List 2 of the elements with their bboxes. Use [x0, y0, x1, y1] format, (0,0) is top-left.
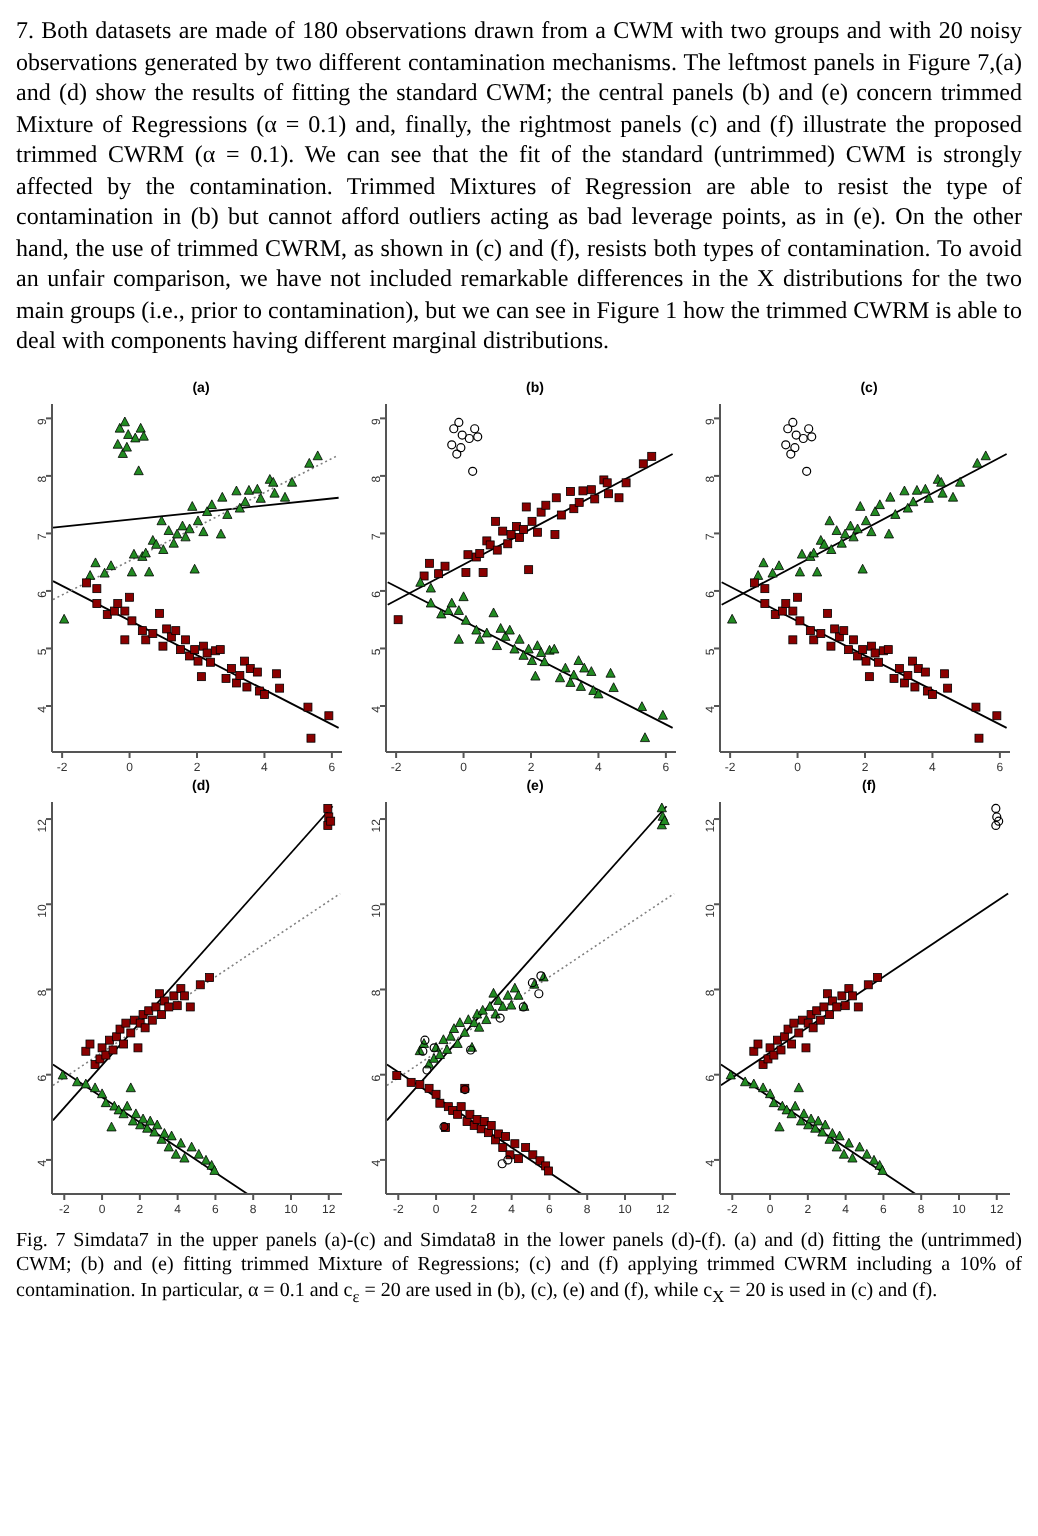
text: 7. Both datasets are made of 180 observations drawn from a CWM with two groups and with 20 noisy observations generated by two different contamination mechanisms. The leftmost panels in Figure 7,(a) and (d) show the results of fitting the standard CWM; the central panels (b) and (e) concern trimmed Mixture of Regressions (α = 0.1) and, finally, the rightmost panels (c) and (f) illustrate the proposed trimmed CWRM (α = 0.1). We can see that the fit of the standard (untrimmed) CWM is strongly affected by the contamination. Trimmed Mixtures of Regression are able to resist the type of contamination in (b) but cannot afford outliers acting as bad leverage points, as in (e). On the other hand, the use of trimmed CWRM, as shown in (c) and (f), resists both types of contamination. To avoid an unfair comparison, we have not included remarkable differences in the X distributions for the two main groups (i.e., prior to contamination), but we can see in Figure 1 how the trimmed CWRM is able to deal with components having different marginal distributions. — [16, 16, 1022, 354]
caption: Fig. 7 Simdata7 in the upper panels (a)-(c) and Simdata8 in the lower panels (d)-(f). (a) and (d) fitting the (untrimmed) CWM; (b) and (e) fitting trimmed Mixture of Regressions; (c) and (f) applying trimmed CWRM including a 10% of contamination. In particular, α = 0.1 and c$_{ε}$ = 20 are used in (b), (c), (e) and (f), while c$_{X}$ = 20 is used in (c) and (f). — [16, 1229, 1022, 1309]
